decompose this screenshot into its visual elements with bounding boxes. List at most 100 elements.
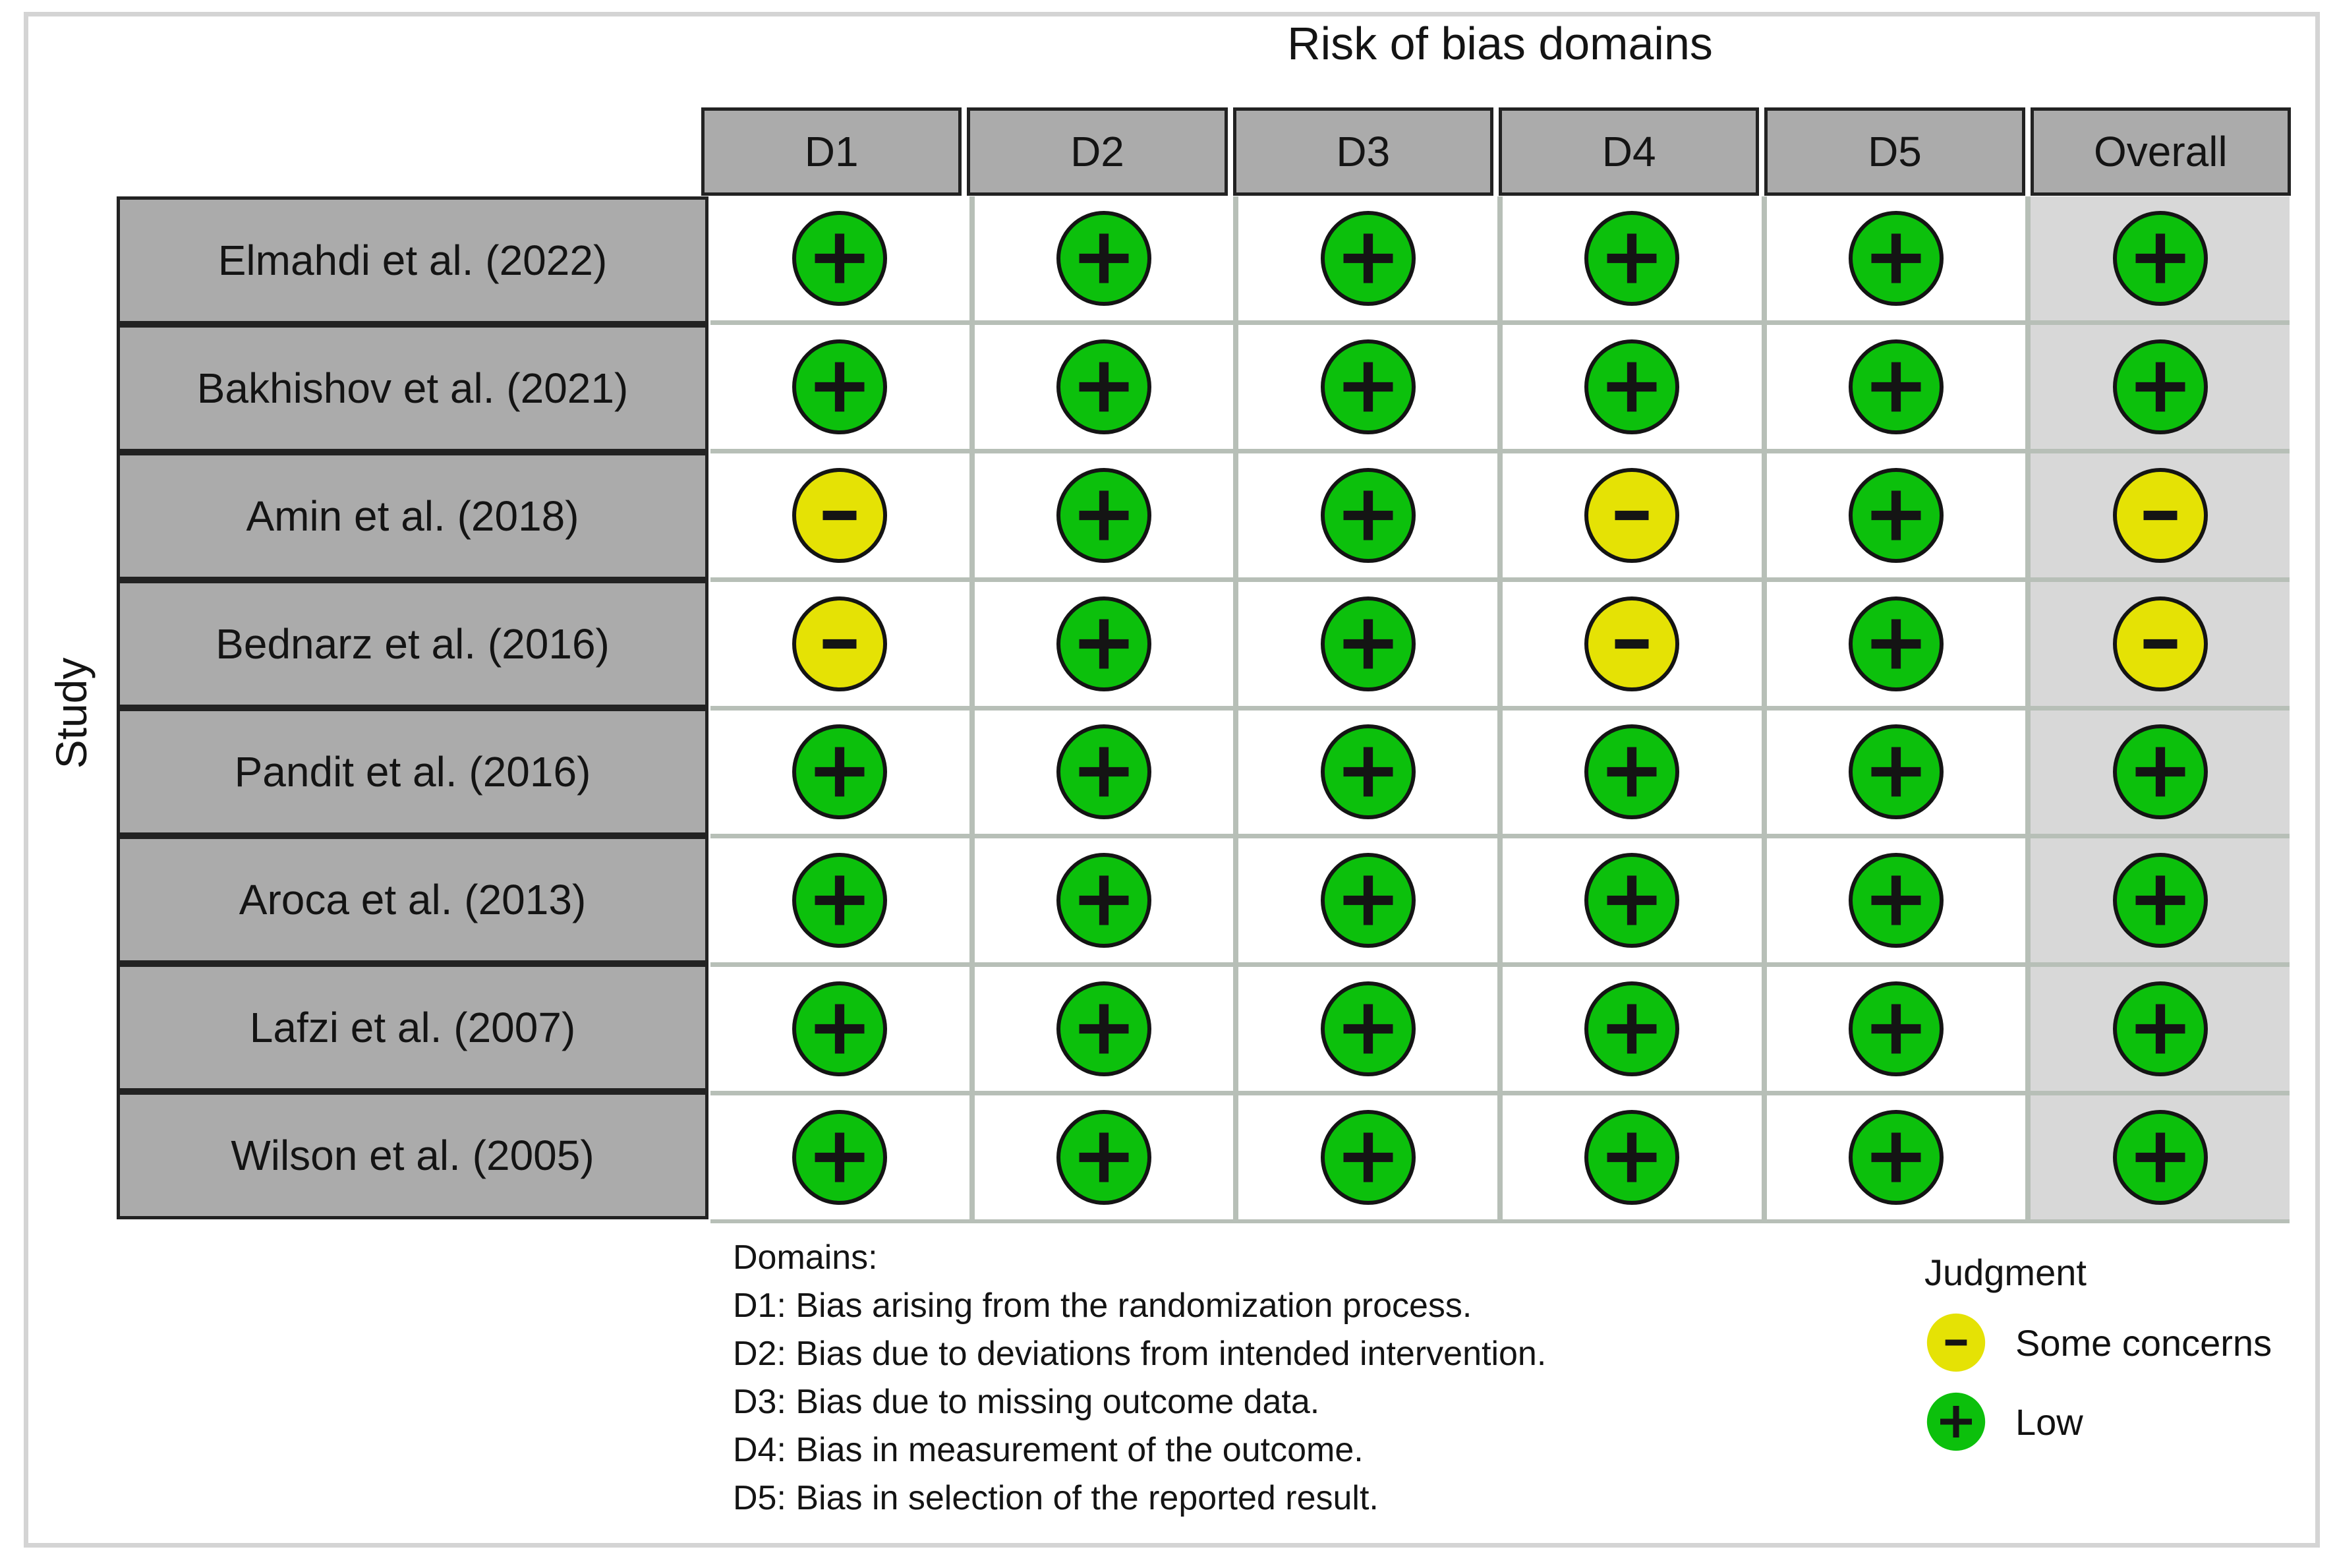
judgment-icon-low	[1056, 339, 1151, 434]
judgment-icon-some-concerns	[1926, 1313, 1986, 1372]
y-axis-label: Study	[47, 657, 96, 769]
domain-definition: D5: Bias in selection of the reported re…	[733, 1479, 1379, 1517]
legend-item: Low	[1924, 1390, 2272, 1453]
judgment-cell	[1502, 838, 1762, 963]
judgment-icon-low	[1926, 1392, 1986, 1451]
column-header-d4: D4	[1498, 107, 1760, 196]
legend-item-label: Some concerns	[2015, 1321, 2272, 1364]
judgment-cell	[2031, 196, 2290, 320]
judgment-cell	[1238, 581, 1497, 706]
legend-title: Judgment	[1924, 1252, 2087, 1293]
study-label: Pandit et al. (2016)	[117, 708, 708, 836]
judgment-cell	[1502, 710, 1762, 834]
judgment-icon-low	[1584, 210, 1680, 306]
judgment-cell	[974, 453, 1234, 577]
study-label-column: Elmahdi et al. (2022) Bakhishov et al. (2…	[117, 196, 708, 1219]
judgment-icon-low	[792, 1110, 888, 1205]
judgment-cell	[710, 710, 969, 834]
judgment-cell	[1238, 710, 1497, 834]
judgment-icon-some-concerns	[792, 596, 888, 691]
column-header-d5: D5	[1764, 107, 2025, 196]
domain-definition: D4: Bias in measurement of the outcome.	[733, 1431, 1364, 1469]
study-label: Lafzi et al. (2007)	[117, 964, 708, 1091]
judgment-cell	[974, 324, 1234, 449]
judgment-cell	[710, 453, 969, 577]
study-label: Bednarz et al. (2016)	[117, 580, 708, 708]
judgment-icon-low	[792, 210, 888, 306]
domain-definition: D3: Bias due to missing outcome data.	[733, 1383, 1320, 1421]
judgment-icon-low	[1848, 853, 1944, 948]
judgment-icon-low	[2112, 853, 2208, 948]
column-header-overall: Overall	[2030, 107, 2291, 196]
judgment-icon-low	[1320, 210, 1416, 306]
judgment-icon-low	[1848, 467, 1944, 563]
judgment-icon-low	[1056, 210, 1151, 306]
judgment-icon-low	[1056, 981, 1151, 1077]
judgment-cell	[1502, 196, 1762, 320]
judgment-icon-some-concerns	[1584, 467, 1680, 563]
judgment-icon-low	[1320, 724, 1416, 820]
judgment-cell	[710, 1095, 969, 1219]
judgment-cell	[1766, 453, 2026, 577]
study-label: Wilson et al. (2005)	[117, 1091, 708, 1219]
judgment-icon-low	[2112, 981, 2208, 1077]
judgment-cell	[1502, 1095, 1762, 1219]
judgment-icon-low	[1848, 981, 1944, 1077]
judgment-icon-low	[2112, 724, 2208, 820]
judgment-icon-low	[1584, 981, 1680, 1077]
domains-footnote: Domains: D1: Bias arising from the rando…	[733, 1234, 1546, 1523]
column-header-d1: D1	[701, 107, 962, 196]
judgment-icon-low	[1320, 853, 1416, 948]
judgment-cell	[2031, 838, 2290, 963]
study-label: Amin et al. (2018)	[117, 452, 708, 580]
judgment-icon-low	[1584, 724, 1680, 820]
judgment-cell	[710, 838, 969, 963]
study-label: Aroca et al. (2013)	[117, 836, 708, 964]
judgment-icon-low	[1320, 596, 1416, 691]
judgment-icon-low	[1848, 210, 1944, 306]
judgment-cell	[974, 838, 1234, 963]
judgment-icon-low	[1848, 339, 1944, 434]
judgment-cell	[1766, 196, 2026, 320]
judgment-icon-low	[1584, 853, 1680, 948]
judgment-icon-some-concerns	[2112, 596, 2208, 691]
judgment-cell	[974, 196, 1234, 320]
judgment-icon-low	[792, 981, 888, 1077]
column-header-d3: D3	[1232, 107, 1493, 196]
judgment-icon-low	[1056, 467, 1151, 563]
judgment-icon-low	[1056, 724, 1151, 820]
judgment-cell	[974, 581, 1234, 706]
column-header-d2: D2	[967, 107, 1228, 196]
judgment-icon-low	[1848, 1110, 1944, 1205]
judgment-icon-low	[792, 853, 888, 948]
judgment-icon-low	[1056, 853, 1151, 948]
legend-item: Some concerns	[1924, 1311, 2272, 1374]
judgment-cell	[2031, 453, 2290, 577]
judgment-cell	[1238, 196, 1497, 320]
judgment-icon-low	[1056, 596, 1151, 691]
judgment-icon-low	[792, 339, 888, 434]
judgment-cell	[2031, 1095, 2290, 1219]
judgment-cell	[974, 710, 1234, 834]
judgment-icon-low	[1056, 1110, 1151, 1205]
judgment-cell	[710, 967, 969, 1091]
judgment-cell	[710, 324, 969, 449]
judgment-cell	[1238, 453, 1497, 577]
judgment-cell	[974, 967, 1234, 1091]
domain-definition: D2: Bias due to deviations from intended…	[733, 1335, 1547, 1373]
judgment-icon-low	[2112, 339, 2208, 434]
judgment-cell	[1502, 581, 1762, 706]
judgment-cell	[1502, 453, 1762, 577]
judgment-cell	[2031, 581, 2290, 706]
judgment-cell	[710, 196, 969, 320]
judgment-cell	[1502, 324, 1762, 449]
judgment-cell	[974, 1095, 1234, 1219]
judgment-icon-low	[1320, 1110, 1416, 1205]
judgment-icon-low	[1320, 339, 1416, 434]
judgment-cell	[1238, 1095, 1497, 1219]
judgment-cell	[1502, 967, 1762, 1091]
judgment-icon-low	[792, 724, 888, 820]
judgment-icon-low	[2112, 210, 2208, 306]
judgment-icon-low	[1584, 1110, 1680, 1205]
